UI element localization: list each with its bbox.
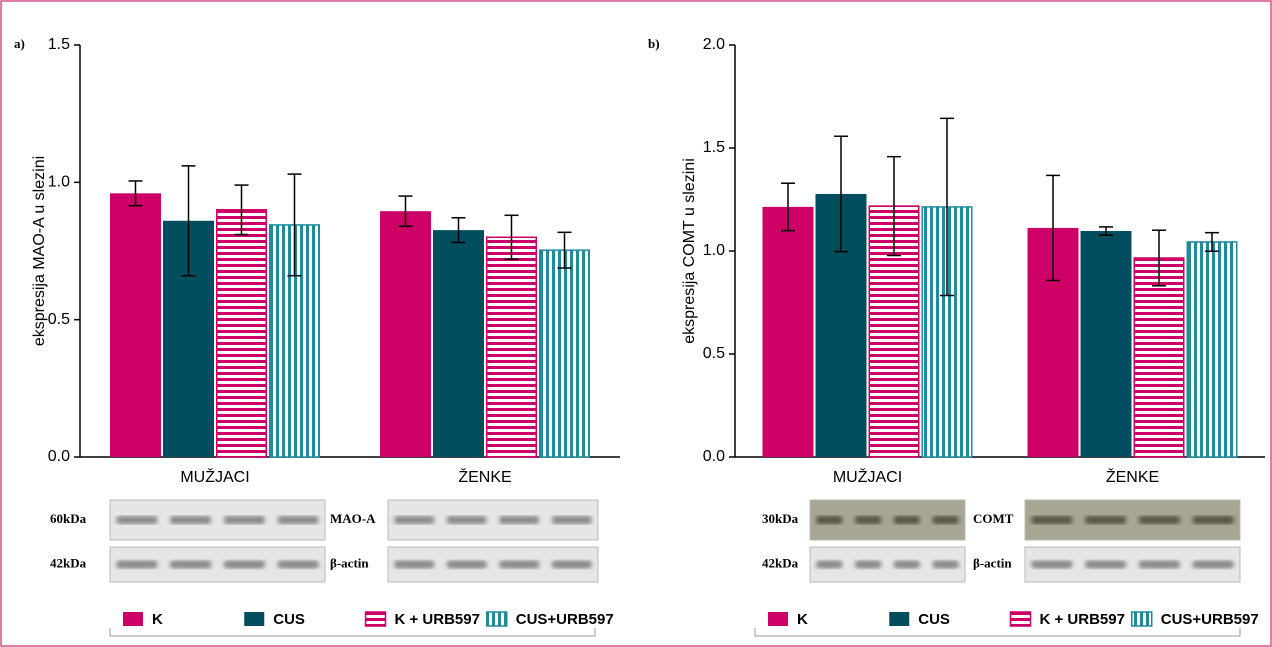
blot-band — [855, 561, 882, 569]
legend-swatch — [123, 612, 143, 626]
blot-band — [932, 516, 959, 524]
legend-swatch — [487, 612, 507, 626]
bar — [1187, 242, 1237, 457]
x-tick-label: MUŽJACI — [833, 467, 902, 486]
figure: a) ekspresija MAO-A u slezini 0.0 0.5 1.0 1.5… — [0, 0, 1272, 647]
x-tick-label: ŽENKE — [458, 467, 511, 486]
blot-band — [1139, 561, 1181, 569]
panel-label: a) — [14, 36, 25, 51]
bar — [217, 210, 267, 457]
legend-swatch — [1132, 612, 1152, 626]
y-tick-label: 2.0 — [703, 36, 725, 53]
blot-band — [1139, 516, 1181, 524]
bar — [540, 250, 590, 457]
blot-band — [1031, 516, 1073, 524]
panel-label: b) — [648, 36, 660, 51]
bar — [110, 193, 161, 457]
blot-band — [932, 561, 959, 569]
legend-swatch — [889, 612, 909, 626]
legend-swatch — [768, 612, 788, 626]
y-tick-label: 1.0 — [703, 242, 725, 259]
bar — [380, 211, 431, 457]
blot-band — [1085, 561, 1127, 569]
bar — [487, 237, 537, 457]
legend-swatch — [1011, 612, 1031, 626]
bar — [433, 230, 484, 457]
blot-band — [1192, 561, 1234, 569]
blot-size-label: 42kDa — [50, 555, 87, 570]
y-tick-label: 0.0 — [48, 448, 70, 465]
blot-band — [1085, 516, 1127, 524]
bar — [1081, 231, 1132, 457]
bar — [1134, 258, 1184, 457]
blot-size-label: 42kDa — [762, 555, 799, 570]
legend-label: CUS+URB597 — [516, 611, 614, 628]
blot-target-label: MAO-A — [330, 511, 376, 526]
legend-label: K — [797, 611, 808, 628]
legend-swatch — [366, 612, 386, 626]
legend-label: CUS+URB597 — [1161, 611, 1259, 628]
blot-band — [394, 516, 435, 524]
blot-band — [116, 561, 158, 569]
legend-label: K + URB597 — [395, 611, 480, 628]
blot-band — [894, 516, 921, 524]
blot-band — [1031, 561, 1073, 569]
x-tick-label: ŽENKE — [1106, 467, 1159, 486]
legend-label: CUS — [273, 611, 305, 628]
blot-band — [277, 516, 319, 524]
legend-label: CUS — [918, 611, 950, 628]
legend-label: K — [152, 611, 163, 628]
y-tick-label: 0.5 — [703, 345, 725, 362]
y-axis-label: ekspresija COMT u slezini — [681, 158, 698, 344]
y-axis-label: ekspresija MAO-A u slezini — [31, 156, 48, 346]
blot-band — [499, 561, 540, 569]
blot-target-label: β-actin — [330, 555, 369, 570]
blot-band — [447, 516, 488, 524]
blot-band — [116, 516, 158, 524]
blot-size-label: 30kDa — [762, 511, 799, 526]
legend-swatch — [244, 612, 264, 626]
blot-band — [394, 561, 435, 569]
y-tick-label: 1.0 — [48, 174, 70, 191]
blot-band — [277, 561, 319, 569]
blot-band — [170, 516, 212, 524]
blot-target-label: COMT — [973, 511, 1014, 526]
blot-band — [224, 561, 266, 569]
bar — [763, 207, 814, 457]
legend-label: K + URB597 — [1040, 611, 1125, 628]
y-tick-label: 0.0 — [703, 448, 725, 465]
blot-band — [816, 516, 843, 524]
blot-band — [816, 561, 843, 569]
x-tick-label: MUŽJACI — [180, 467, 249, 486]
blot-band — [447, 561, 488, 569]
y-tick-label: 1.5 — [703, 139, 725, 156]
blot-band — [224, 516, 266, 524]
blot-band — [855, 516, 882, 524]
blot-band — [552, 561, 593, 569]
blot-band — [894, 561, 921, 569]
blot-band — [170, 561, 212, 569]
y-tick-label: 0.5 — [48, 311, 70, 328]
y-tick-label: 1.5 — [48, 36, 70, 53]
blot-band — [1192, 516, 1234, 524]
blot-size-label: 60kDa — [50, 511, 87, 526]
blot-band — [552, 516, 593, 524]
blot-band — [499, 516, 540, 524]
blot-target-label: β-actin — [973, 555, 1012, 570]
